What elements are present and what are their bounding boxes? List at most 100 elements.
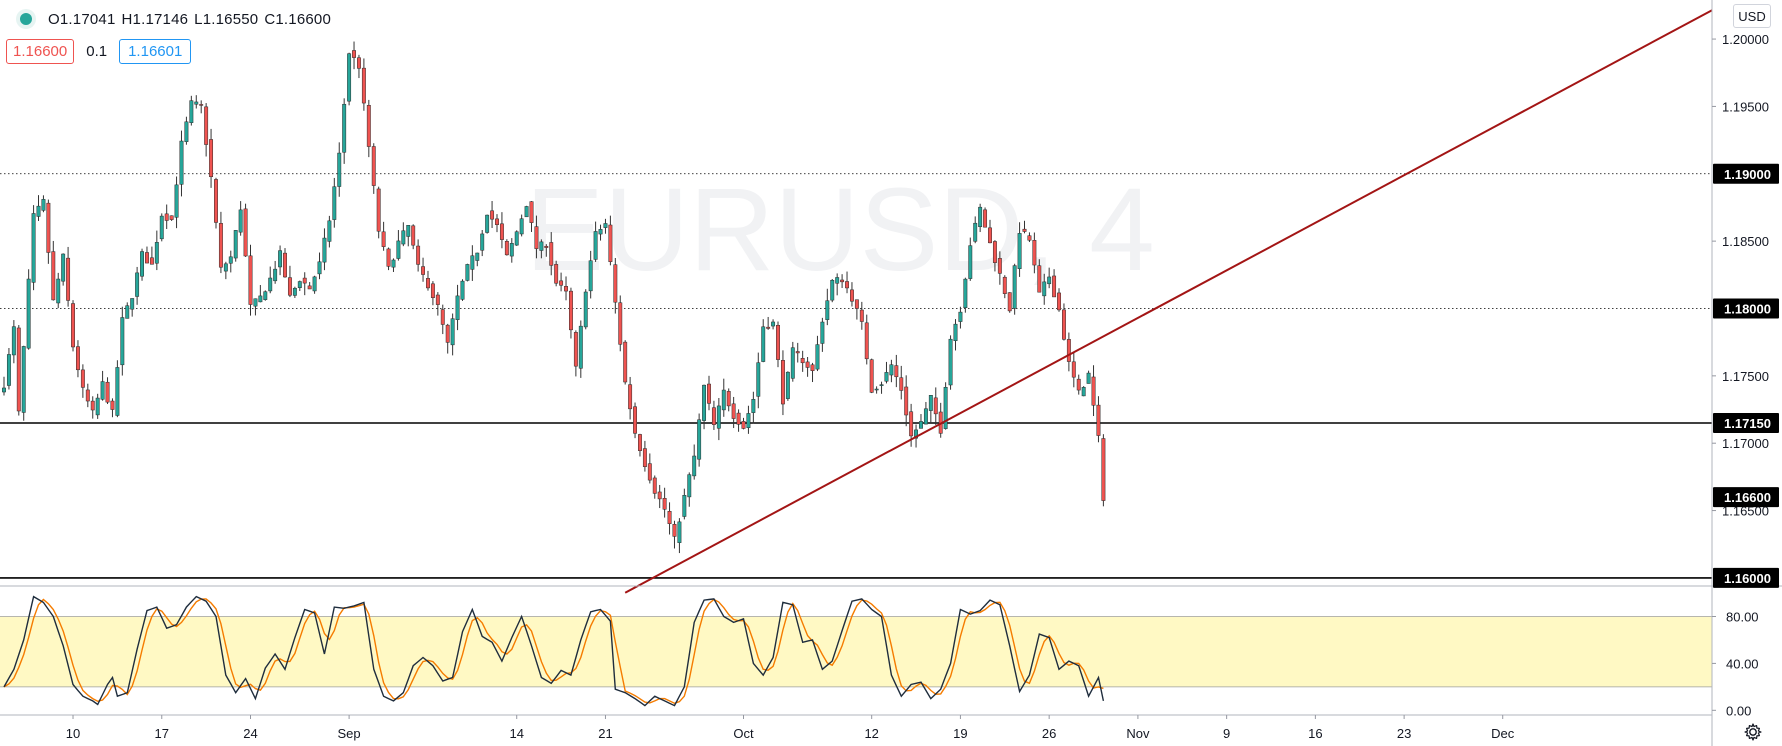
candle-body	[1032, 240, 1037, 266]
candle-body	[297, 281, 302, 288]
candle-body	[1066, 339, 1071, 362]
candle-body	[830, 279, 835, 301]
candle-body	[184, 121, 189, 142]
candle-body	[864, 322, 869, 360]
candle-body	[677, 521, 682, 543]
candle-body	[223, 263, 228, 272]
candle-body	[504, 241, 509, 256]
candle-body	[1101, 438, 1106, 501]
candle-body	[485, 214, 490, 233]
candle-body	[11, 326, 16, 356]
candle-body	[445, 324, 450, 343]
candle-body	[702, 384, 707, 421]
candle-body	[1027, 235, 1032, 241]
candle-body	[273, 268, 278, 282]
candle-body	[948, 338, 953, 386]
candle-body	[1022, 228, 1027, 232]
candle-body	[337, 152, 342, 187]
candle-body	[569, 290, 573, 331]
price-tick-label: 1.18500	[1722, 234, 1769, 249]
candle-body	[919, 421, 923, 429]
candle-body	[524, 206, 529, 218]
candle-body	[662, 497, 667, 510]
bid-ask-row: 1.16600 0.1 1.16601	[6, 39, 192, 64]
candle-body	[381, 231, 386, 247]
candle-body	[795, 351, 800, 354]
candle-body	[534, 226, 539, 249]
candle-body	[352, 50, 356, 58]
candle-body	[115, 367, 120, 416]
candle-body	[529, 201, 534, 223]
candle-body	[450, 318, 455, 346]
candle-body	[1037, 265, 1042, 293]
candle-body	[776, 324, 780, 360]
candle-body	[692, 455, 697, 477]
candle-body	[71, 303, 75, 348]
candle-body	[258, 295, 263, 303]
candle-body	[120, 317, 125, 366]
candle-body	[366, 105, 371, 147]
high-value: H1.17146	[121, 10, 189, 28]
candle-body	[332, 186, 337, 220]
level-label-bg	[1713, 567, 1779, 588]
candles	[2, 41, 1106, 554]
candle-body	[657, 491, 662, 500]
candle-body	[145, 252, 149, 264]
candle-body	[312, 276, 317, 292]
candle-body	[302, 277, 307, 284]
candle-body	[228, 256, 233, 264]
buy-price-button[interactable]: 1.16601	[119, 39, 192, 64]
gear-icon[interactable]	[1743, 722, 1763, 742]
level-label: 1.18000	[1724, 301, 1771, 316]
candle-body	[1081, 387, 1086, 397]
candle-body	[1076, 378, 1081, 391]
candle-body	[243, 208, 248, 257]
candle-body	[426, 278, 430, 289]
candle-body	[130, 298, 135, 310]
currency-button[interactable]: USD	[1733, 4, 1771, 28]
candle-body	[973, 222, 978, 242]
candle-body	[869, 359, 874, 393]
candle-body	[342, 103, 347, 153]
candle-body	[287, 277, 292, 296]
price-tick-label: 1.19500	[1722, 99, 1769, 114]
stoch-tick-label: 0.00	[1726, 703, 1751, 718]
time-tick-label: 23	[1397, 726, 1411, 741]
candle-body	[406, 225, 411, 237]
candle-body	[199, 104, 204, 106]
stoch-tick-label: 80.00	[1726, 609, 1759, 624]
time-tick-label: Sep	[338, 726, 361, 741]
candle-body	[608, 224, 613, 262]
candle-body	[1096, 404, 1101, 436]
candle-body	[460, 280, 465, 300]
level-label: 1.17150	[1724, 416, 1771, 431]
candle-body	[978, 206, 983, 227]
time-tick-label: Oct	[733, 726, 754, 741]
candle-body	[46, 202, 51, 253]
candle-body	[440, 309, 445, 325]
level-label: 1.19000	[1724, 167, 1771, 182]
candle-body	[761, 326, 766, 362]
candle-body	[909, 411, 914, 437]
candle-body	[958, 311, 963, 322]
candle-body	[169, 215, 174, 220]
candle-body	[790, 347, 795, 379]
candle-body	[80, 369, 85, 388]
candle-body	[845, 281, 849, 289]
time-tick-label: 10	[66, 726, 80, 741]
time-tick-label: 16	[1308, 726, 1322, 741]
sell-price-button[interactable]: 1.16600	[6, 39, 75, 64]
price-tick-label: 1.20000	[1722, 32, 1769, 47]
ohlc-legend: O1.17041 H1.17146 L1.16550 C1.16600	[14, 8, 331, 30]
candle-body	[322, 237, 327, 263]
time-tick-label: 14	[509, 726, 523, 741]
candle-body	[771, 321, 776, 327]
candle-body	[697, 419, 702, 460]
candle-body	[598, 229, 603, 235]
trendline[interactable]	[624, 9, 1713, 594]
candle-body	[647, 463, 652, 481]
price-tick-label: 1.17000	[1722, 436, 1769, 451]
candle-body	[357, 57, 361, 69]
candle-body	[36, 205, 41, 217]
